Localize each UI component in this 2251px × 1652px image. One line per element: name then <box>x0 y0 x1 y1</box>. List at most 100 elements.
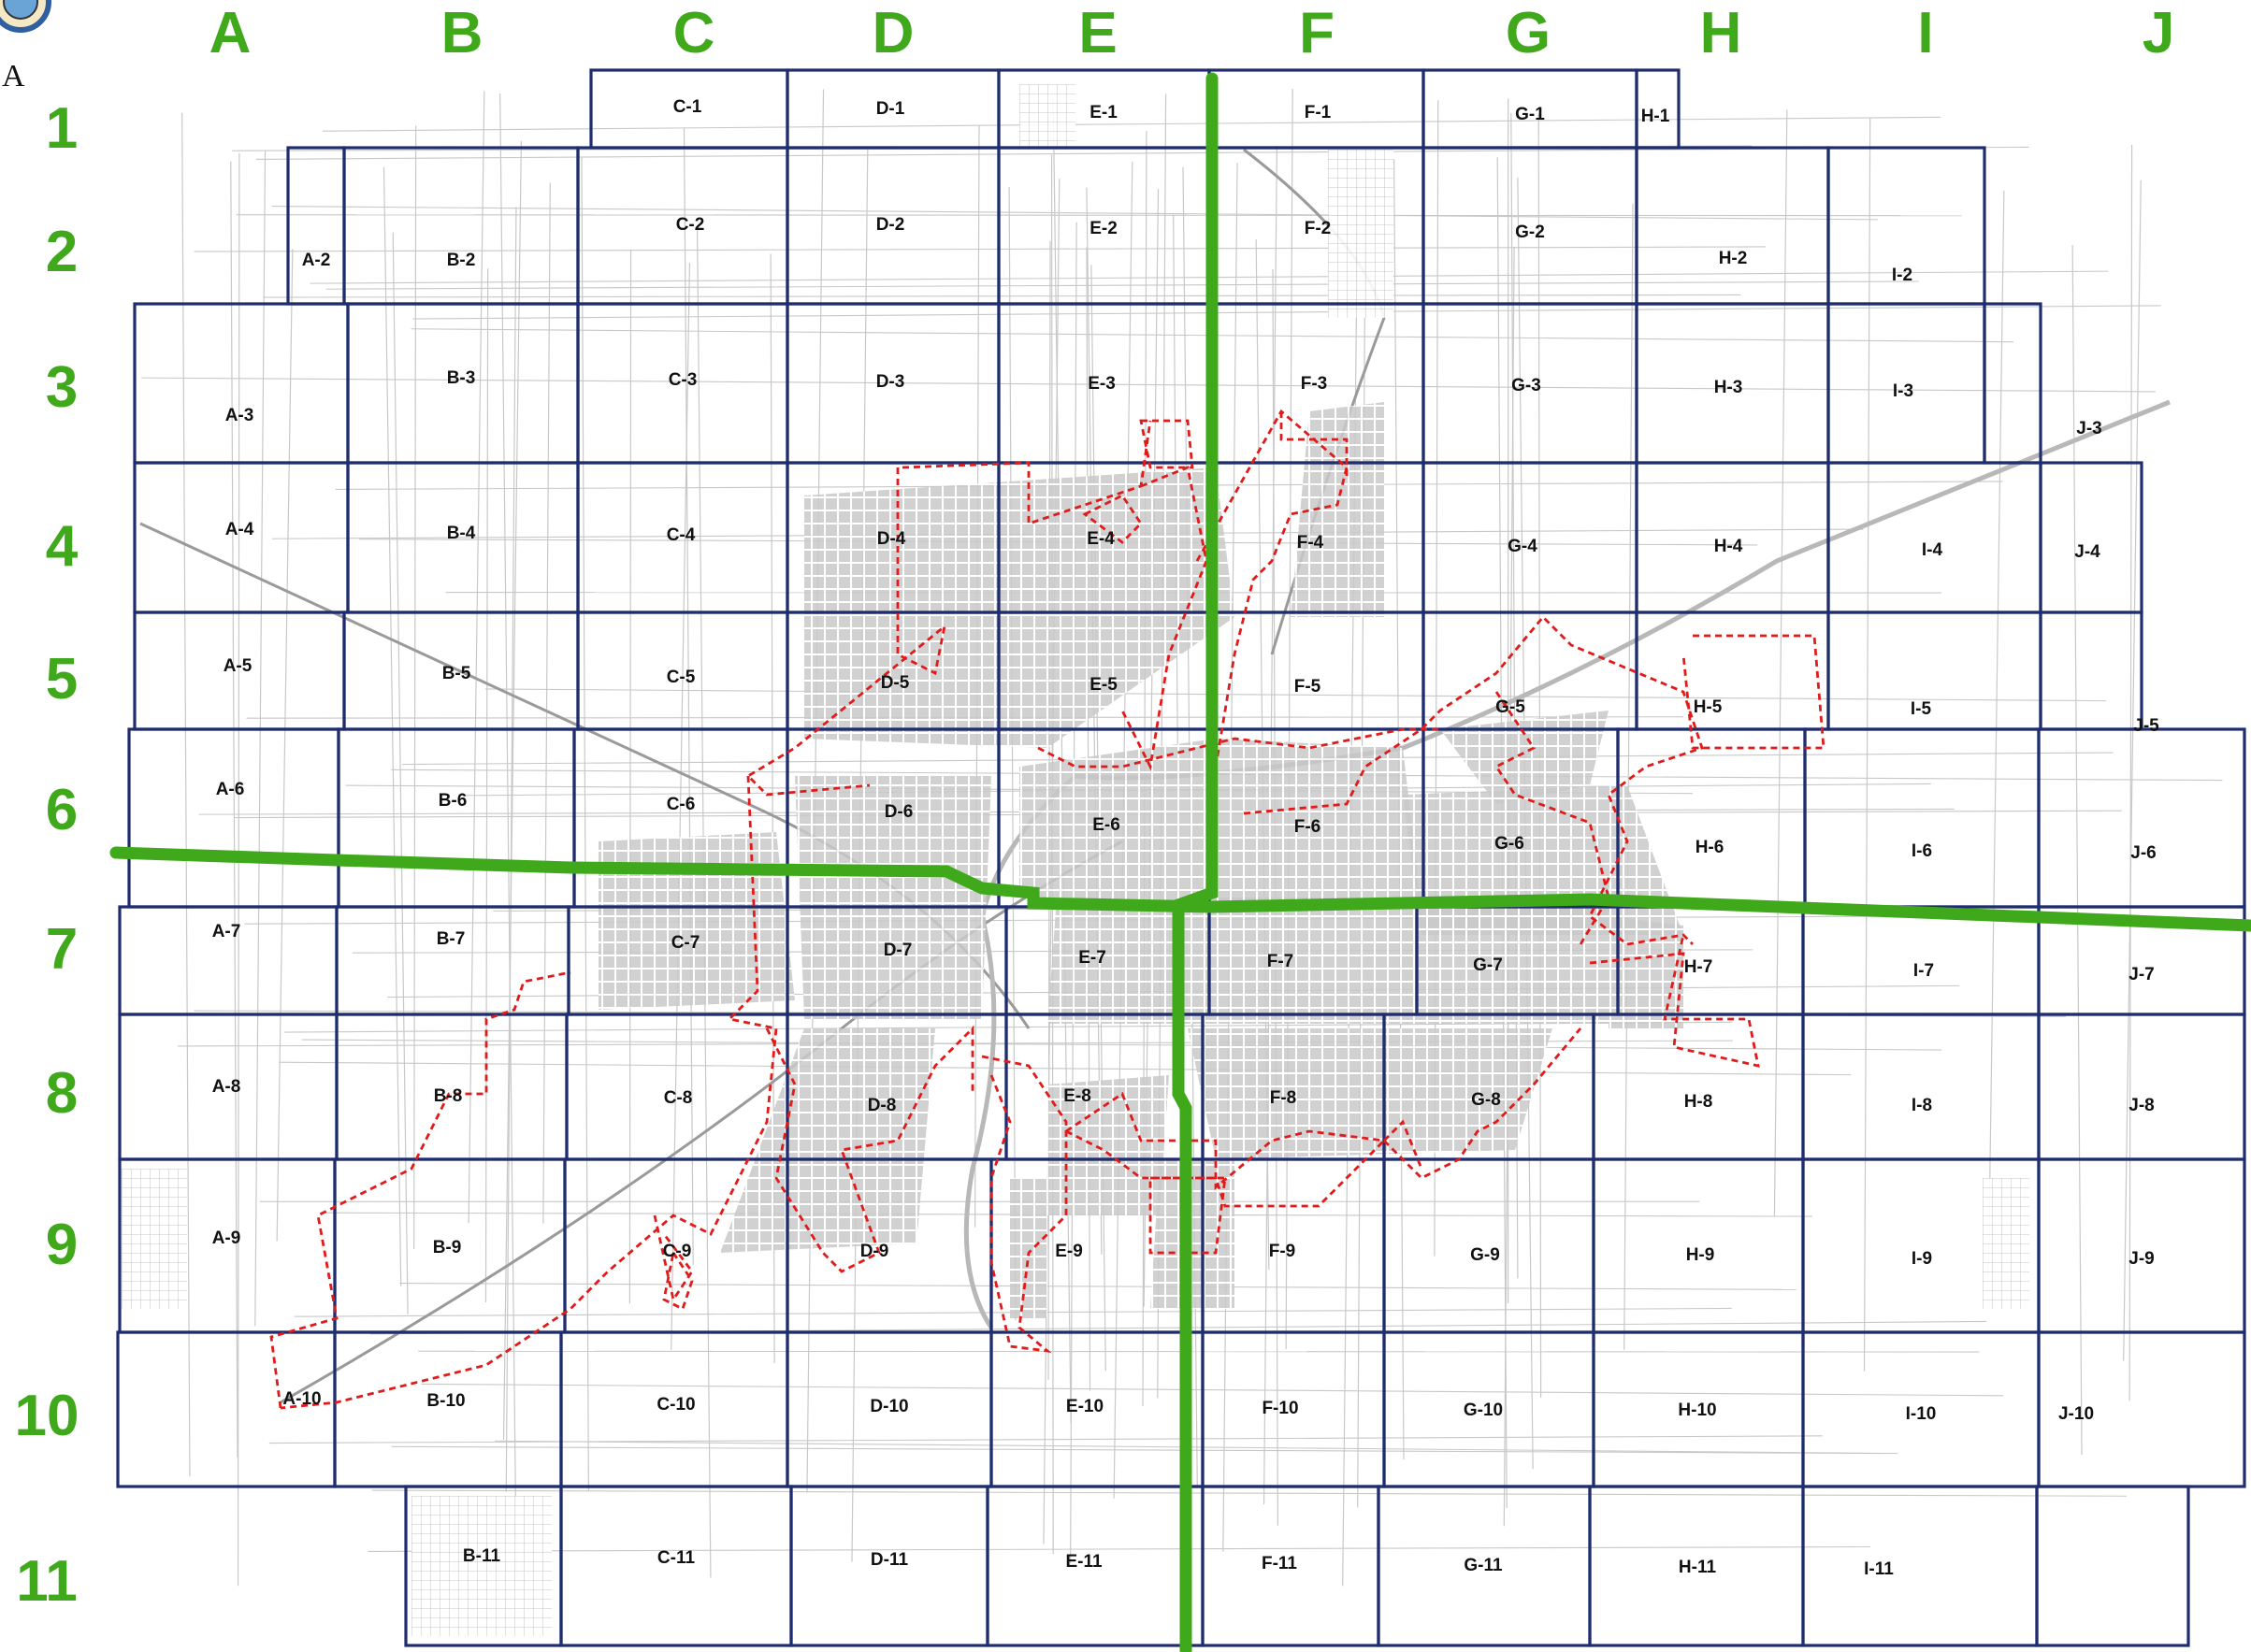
cell-label-d-6: D-6 <box>885 802 914 822</box>
cell-label-j-5: J-5 <box>2133 716 2159 736</box>
cell-label-a-3: A-3 <box>225 406 254 425</box>
cell-label-b-5: B-5 <box>442 664 471 683</box>
cell-label-i-4: I-4 <box>1922 540 1943 560</box>
street-line <box>141 377 2156 393</box>
city-limits-boundary <box>269 409 1825 1410</box>
green-divider-lines <box>109 72 2251 1652</box>
city-limit-segment <box>280 775 778 1410</box>
cell-label-i-7: I-7 <box>1913 961 1934 981</box>
cell-label-d-7: D-7 <box>884 941 913 960</box>
cell-label-j-6: J-6 <box>2130 843 2156 863</box>
city-limit-segment <box>1243 614 1704 946</box>
cell-label-a-4: A-4 <box>225 520 254 539</box>
street-line <box>683 128 694 1265</box>
street-line <box>325 280 1919 290</box>
street-line <box>322 116 1941 132</box>
street-line <box>254 151 267 1327</box>
cell-label-d-8: D-8 <box>868 1096 897 1115</box>
cell-label-g-2: G-2 <box>1515 223 1545 242</box>
city-limit-segment <box>1383 1027 1582 1180</box>
cell-label-i-10: I-10 <box>1906 1404 1937 1424</box>
grid-cell <box>1635 611 1830 731</box>
cell-label-d-3: D-3 <box>876 372 905 392</box>
row-number-3: 3 <box>46 355 78 420</box>
cell-label-f-9: F-9 <box>1269 1242 1296 1261</box>
grid-cell <box>2037 1157 2246 1334</box>
cell-label-i-2: I-2 <box>1892 266 1912 285</box>
urban-block <box>1291 402 1384 617</box>
city-limit-segment <box>1195 409 1349 768</box>
street-line <box>271 205 1879 221</box>
street-line <box>499 93 517 1578</box>
row-number-11: 11 <box>16 1549 78 1614</box>
cell-label-i-3: I-3 <box>1893 381 1913 401</box>
grid-cell <box>1801 1013 2041 1161</box>
cell-label-b-6: B-6 <box>439 791 468 811</box>
street-line <box>413 125 417 1250</box>
rural-lots <box>122 1169 187 1309</box>
street-line <box>1086 187 1103 1255</box>
cell-label-g-8: G-8 <box>1471 1090 1501 1110</box>
grid-cell <box>116 1330 337 1488</box>
city-limit-segment <box>662 1249 694 1311</box>
street-line <box>263 294 1741 298</box>
grid-cell <box>133 302 350 465</box>
street-line <box>230 161 238 1458</box>
cell-label-e-10: E-10 <box>1066 1397 1104 1416</box>
cell-label-f-10: F-10 <box>1262 1399 1298 1418</box>
grid-cell <box>1983 302 2042 465</box>
cell-label-a-10: A-10 <box>282 1389 321 1409</box>
row-number-2: 2 <box>46 220 78 284</box>
street-line <box>382 166 402 1286</box>
cell-label-i-9: I-9 <box>1912 1249 1932 1269</box>
grid-cell <box>2039 461 2143 614</box>
cell-label-c-8: C-8 <box>664 1088 693 1108</box>
cell-label-f-4: F-4 <box>1297 533 1324 553</box>
city-limit-segment <box>745 467 947 797</box>
column-letter-e: E <box>1078 1 1117 65</box>
column-letter-d: D <box>873 1 915 65</box>
column-letter-i: I <box>1917 1 1933 65</box>
cell-label-b-10: B-10 <box>426 1391 465 1411</box>
street-line <box>279 1061 1852 1076</box>
street-line <box>392 232 409 1314</box>
cell-label-e-4: E-4 <box>1087 529 1115 549</box>
column-letter-b: B <box>441 1 483 65</box>
grid-cell <box>342 146 580 306</box>
street-line <box>1008 187 1017 1321</box>
cell-label-i-6: I-6 <box>1912 841 1932 861</box>
street-line <box>502 140 522 1441</box>
city-seal-icon: A <box>0 0 51 93</box>
column-letter-h: H <box>1700 1 1742 65</box>
column-letter-f: F <box>1299 1 1335 65</box>
cell-label-h-5: H-5 <box>1694 697 1723 717</box>
street-line <box>581 157 589 1491</box>
urban-block <box>720 1028 935 1253</box>
grid-cell <box>1826 461 2042 614</box>
cell-label-h-9: H-9 <box>1686 1245 1715 1265</box>
street-line <box>412 305 2161 320</box>
cell-label-a-9: A-9 <box>212 1228 241 1248</box>
cell-label-g-11: G-11 <box>1464 1556 1503 1575</box>
city-limit-segment <box>1681 634 1825 750</box>
cell-label-h-11: H-11 <box>1679 1558 1717 1577</box>
cell-label-f-2: F-2 <box>1305 219 1332 238</box>
cell-label-h-7: H-7 <box>1684 957 1713 977</box>
urban-block <box>795 776 991 1019</box>
street-line <box>1987 190 2005 1277</box>
street-line <box>268 1435 1823 1444</box>
cell-label-c-11: C-11 <box>657 1548 696 1568</box>
cell-label-i-8: I-8 <box>1912 1096 1932 1115</box>
cell-label-a-7: A-7 <box>212 922 241 941</box>
cell-label-f-5: F-5 <box>1294 677 1321 697</box>
row-number-1: 1 <box>46 96 78 161</box>
cell-label-e-6: E-6 <box>1092 815 1120 835</box>
grid-cell <box>1803 727 2041 909</box>
cell-label-f-11: F-11 <box>1262 1554 1297 1573</box>
rural-lots <box>411 1496 552 1636</box>
row-number-10: 10 <box>15 1384 79 1448</box>
column-labels: A B C D E F G H I J <box>209 1 2175 65</box>
cell-label-c-5: C-5 <box>667 668 696 687</box>
city-limit-segment <box>1493 691 1610 945</box>
street-line <box>283 1021 1733 1033</box>
